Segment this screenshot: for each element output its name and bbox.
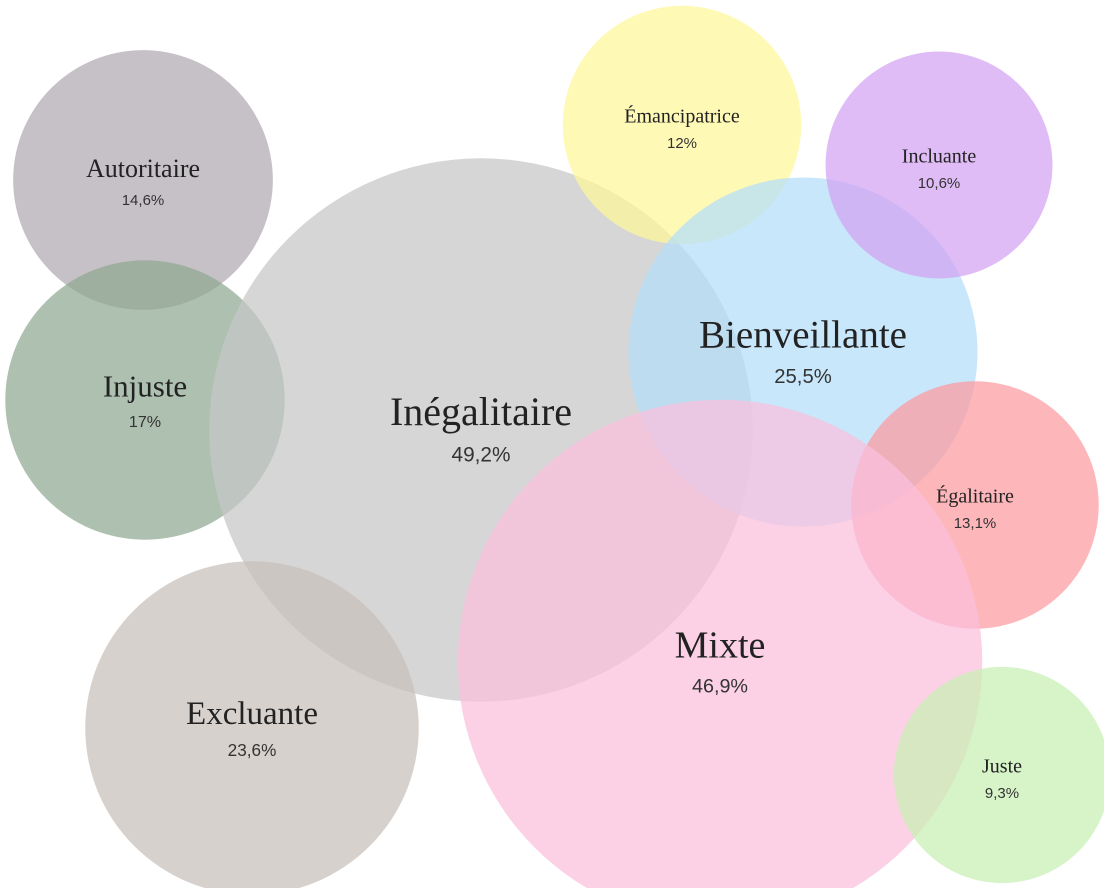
bubble [562,5,802,245]
bubble-label: Autoritaire [86,154,200,183]
bubble-label: Émancipatrice [624,105,740,128]
bubble-value: 25,5% [774,366,831,388]
bubble [85,561,419,888]
bubble-label: Incluante [902,146,977,168]
bubble-label: Excluante [186,696,318,732]
bubble-value: 10,6% [918,175,961,192]
bubble-value: 12% [667,135,697,152]
bubble-value: 17% [129,413,161,431]
bubble-label: Juste [982,756,1022,778]
bubble-label: Inégalitaire [390,389,572,434]
bubble-label: Mixte [675,624,766,666]
bubble [893,666,1104,884]
bubble-label: Bienveillante [699,313,907,356]
bubble [13,50,273,310]
bubble-label: Égalitaire [936,485,1014,508]
bubble-label: Injuste [103,368,187,403]
bubble-value: 23,6% [228,740,277,760]
bubble-value: 14,6% [122,192,165,209]
bubble-value: 9,3% [985,785,1019,802]
bubble [457,399,983,888]
bubble-value: 13,1% [954,515,997,532]
bubble-value: 49,2% [452,444,511,467]
bubble-value: 46,9% [692,676,748,698]
bubble [825,51,1053,279]
